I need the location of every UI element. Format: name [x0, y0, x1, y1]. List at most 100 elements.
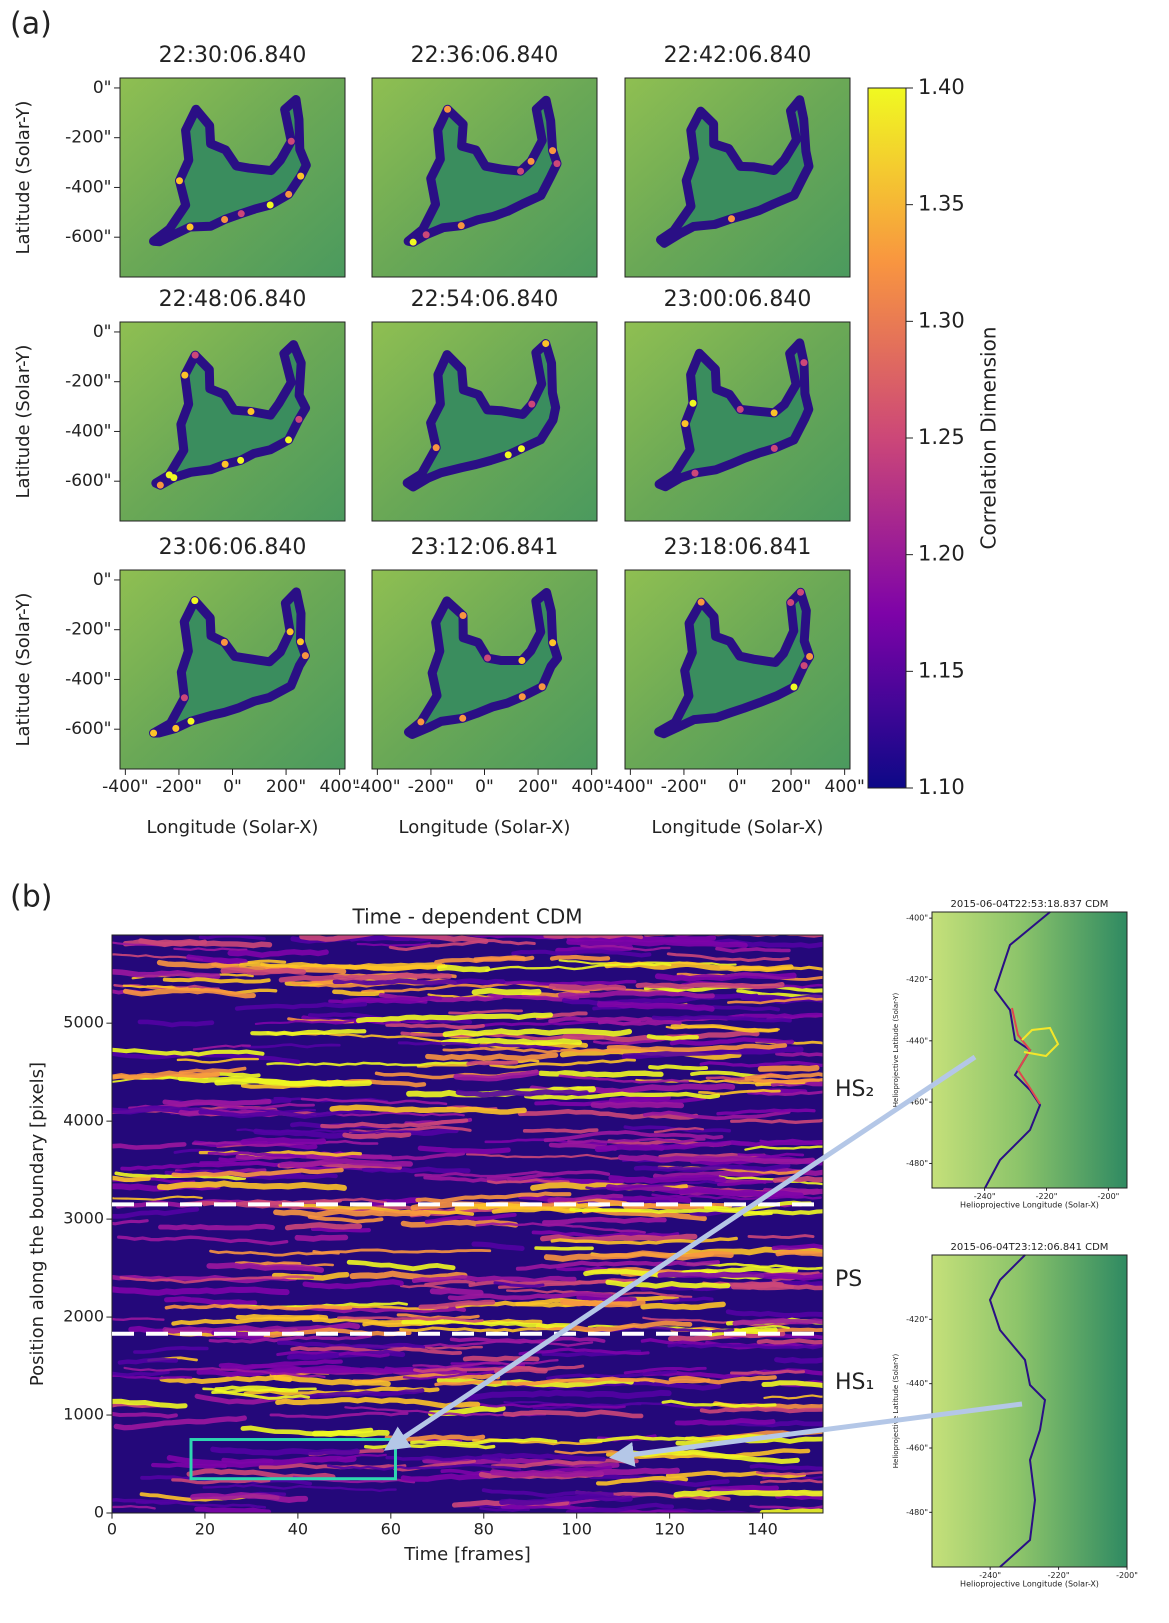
heatmap-streak: [417, 1145, 511, 1155]
hot-spot: [736, 405, 744, 413]
heatmap-streak: [651, 1015, 792, 1023]
hot-spot: [538, 683, 546, 691]
heatmap-streak: [567, 1137, 706, 1144]
hot-spot: [285, 436, 293, 444]
heatmap-streak: [489, 1058, 637, 1069]
heatmap-streak: [112, 1105, 190, 1115]
heatmap-streak: [193, 1140, 318, 1150]
heatmap-streak: [502, 1409, 644, 1419]
y-axis-label: Latitude (Solar-Y): [13, 101, 34, 255]
colorbar: [867, 87, 907, 789]
heatmap-streak: [506, 1376, 711, 1387]
heatmap-streak: [749, 1504, 823, 1510]
y-tick-label: -460": [906, 1098, 928, 1107]
x-tick-label: 100: [561, 1519, 592, 1538]
heatmap-streak: [493, 1281, 545, 1288]
x-tick-label: -400": [102, 777, 148, 797]
y-tick-label: -440": [906, 1036, 928, 1045]
heatmap-streak: [775, 1051, 823, 1057]
heatmap-streak: [207, 1151, 307, 1159]
heatmap-streak: [190, 1492, 309, 1503]
heatmap-streak: [534, 1246, 594, 1251]
heatmap-streak: [401, 1318, 574, 1329]
hot-spot: [187, 717, 195, 725]
heatmap-streak: [112, 1374, 193, 1380]
heatmap-streak: [209, 1249, 340, 1257]
heatmap-streak: [332, 978, 506, 986]
x-tick-label: 140: [747, 1519, 778, 1538]
heatmap-streak: [511, 949, 652, 958]
hot-spot: [800, 359, 808, 367]
heatmap-streak: [623, 1202, 733, 1211]
heatmap-streak: [715, 946, 791, 954]
heatmap-texture: [112, 935, 823, 1513]
axes-frame: [624, 77, 851, 278]
highlight-box: [189, 1438, 397, 1481]
subplot-title: 22:30:06.840: [159, 43, 307, 68]
hot-spot: [221, 216, 229, 224]
heatmap-streak: [732, 1317, 823, 1326]
heatmap-streak: [214, 1385, 299, 1393]
hot-spot: [286, 628, 294, 636]
heatmap-streak: [635, 981, 785, 990]
heatmap-streak: [162, 977, 271, 984]
hot-spot: [237, 456, 245, 464]
heatmap-streak: [112, 1286, 290, 1296]
heatmap-streak: [396, 1313, 480, 1321]
heatmap-streak: [431, 935, 564, 940]
heatmap-streak: [730, 1118, 823, 1124]
boundary-line: [988, 1254, 1047, 1568]
hot-spot: [287, 137, 295, 145]
y-tick-label: -480": [906, 1508, 928, 1517]
heatmap-streak: [157, 1180, 347, 1191]
y-tick-label: -480": [906, 1159, 928, 1168]
heatmap-streak: [112, 1175, 151, 1183]
hot-spot: [517, 445, 525, 453]
heatmap-streak: [284, 1222, 363, 1231]
heatmap-streak: [158, 1223, 275, 1231]
x-axis-label: Longitude (Solar-X): [652, 817, 824, 838]
heatmap-streak: [653, 1127, 705, 1134]
hot-spot: [186, 223, 194, 231]
heatmap-streak: [266, 1061, 469, 1067]
y-tick-label: 0: [94, 1503, 104, 1522]
axes-frame: [931, 1254, 1128, 1568]
colorbar-tick-label: 1.15: [918, 658, 965, 682]
heatmap-streak: [194, 1506, 272, 1513]
heatmap-streak: [247, 1327, 412, 1338]
heatmap-streak: [579, 1434, 783, 1443]
subplot-title: 23:18:06.841: [664, 535, 812, 560]
hot-spot: [409, 238, 417, 246]
y-tick-label: -200": [65, 620, 111, 640]
heatmap-streak: [300, 1097, 448, 1106]
hot-spot: [417, 718, 425, 726]
y-tick-label: 1000: [63, 1405, 104, 1424]
hot-spot: [518, 693, 526, 701]
colorbar-label: Correlation Dimension: [977, 327, 1001, 550]
heatmap-streak: [669, 1037, 795, 1046]
hot-spot: [697, 598, 705, 606]
axes-frame: [371, 77, 598, 278]
heatmap-streak: [471, 1241, 525, 1251]
heatmap-streak: [388, 938, 536, 952]
arrow: [609, 1401, 1023, 1467]
heatmap-streak: [465, 1389, 672, 1401]
heatmap-streak: [652, 1167, 823, 1180]
hot-spot: [528, 400, 536, 408]
colorbar-tick-label: 1.30: [918, 308, 965, 332]
heatmap-streak: [415, 1191, 572, 1204]
heatmap-streak: [112, 1274, 298, 1284]
heatmap-streak: [681, 1266, 799, 1276]
hot-spot: [170, 474, 178, 482]
heatmap-streak: [418, 1299, 496, 1310]
x-tick-label: 0": [728, 777, 747, 797]
heatmap-streak: [535, 1320, 693, 1333]
hot-spot: [266, 201, 274, 209]
heatmap-streak: [166, 1455, 357, 1469]
y-tick-label: 2000: [63, 1307, 104, 1326]
heatmap-streak: [455, 1089, 589, 1098]
heatmap-streak: [414, 1170, 554, 1178]
heatmap-streak: [771, 1243, 823, 1251]
y-axis-label: Helioprojective Latitude (Solar-Y): [892, 1353, 900, 1468]
